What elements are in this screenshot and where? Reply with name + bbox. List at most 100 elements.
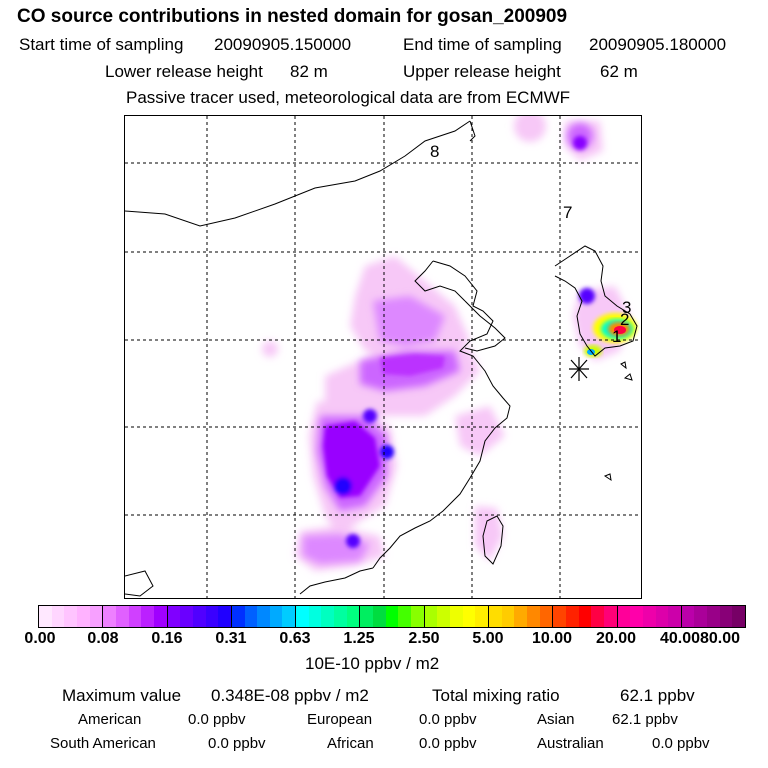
colorbar-segment — [475, 606, 488, 627]
coast-hainan — [125, 570, 154, 597]
colorbar — [38, 605, 746, 628]
coastlines — [125, 120, 638, 597]
colorbar-tick: 20.00 — [595, 630, 637, 647]
colorbar-tick: 0.31 — [215, 630, 247, 647]
page-title: CO source contributions in nested domain… — [17, 6, 568, 27]
purple-central — [380, 354, 445, 376]
upper-height-label: Upper release height — [403, 62, 561, 81]
region-labels: 8 7 3 2 1 — [430, 142, 631, 346]
colorbar-segment — [218, 606, 231, 627]
colorbar-segment — [373, 606, 386, 627]
coast-shandong — [464, 300, 506, 352]
colorbar-segment — [166, 606, 181, 627]
colorbar-segment — [565, 606, 579, 627]
region-label-3: 3 — [622, 298, 631, 317]
colorbar-tick: 40.00 — [659, 630, 701, 647]
coast-china-east — [372, 260, 511, 569]
colorbar-tick: 1.25 — [343, 630, 375, 647]
colorbar-segment — [462, 606, 476, 627]
coast-korea-border — [469, 120, 476, 142]
colorbar-segment — [437, 606, 450, 627]
colorbar-segment — [655, 606, 669, 627]
colorbar-segment — [423, 606, 438, 627]
coast-taiwan — [482, 515, 504, 565]
blue-spot-2 — [380, 445, 394, 459]
region-value: 0.0 ppbv — [208, 735, 266, 752]
colorbar-segment — [707, 606, 720, 627]
colorbar-segment — [501, 606, 515, 627]
coast-korea — [554, 245, 638, 357]
colorbar-segment — [552, 606, 566, 627]
colorbar-segment — [257, 606, 270, 627]
colorbar-segment — [89, 606, 103, 627]
concentration-field-high — [323, 136, 595, 548]
colorbar-segment — [616, 606, 631, 627]
colorbar-segment — [244, 606, 258, 627]
blue-spot-korea — [579, 288, 595, 304]
colorbar-tick: 0.08 — [87, 630, 119, 647]
mid-north — [373, 296, 445, 346]
colorbar-segment — [269, 606, 283, 627]
map-svg: 8 7 3 2 1 — [125, 116, 641, 598]
upper-height-value: 62 m — [600, 62, 638, 81]
region-name: Asian — [537, 711, 575, 728]
coast-north-border — [125, 120, 471, 227]
colorbar-segment — [630, 606, 643, 627]
colorbar-segment — [603, 606, 617, 627]
colorbar-segment — [141, 606, 154, 627]
coast-bohai — [414, 260, 466, 302]
start-time-value: 20090905.150000 — [214, 35, 352, 54]
colorbar-segment — [694, 606, 708, 627]
colorbar-segment — [308, 606, 322, 627]
colorbar-segment — [76, 606, 90, 627]
colorbar-segment — [385, 606, 399, 627]
colorbar-segment — [719, 606, 733, 627]
receptor-marker — [569, 357, 589, 381]
region-name: South American — [50, 735, 156, 752]
colorbar-segment — [230, 606, 245, 627]
colorbar-segment — [411, 606, 424, 627]
tracer-note: Passive tracer used, meteorological data… — [126, 88, 571, 107]
region-label-8: 8 — [430, 142, 439, 161]
purple-spot-northeast — [573, 136, 587, 150]
end-time-label: End time of sampling — [403, 35, 562, 54]
region-name: African — [327, 735, 374, 752]
region-value: 0.0 ppbv — [419, 711, 477, 728]
plume-west-spot — [262, 341, 278, 357]
total-mixing-value: 62.1 ppbv — [620, 686, 695, 705]
lower-height-label: Lower release height — [105, 62, 263, 81]
colorbar-segment — [192, 606, 206, 627]
colorbar-segment — [398, 606, 412, 627]
colorbar-segment — [450, 606, 463, 627]
region-label-1: 1 — [612, 327, 621, 346]
colorbar-segment — [642, 606, 656, 627]
colorbar-segment — [487, 606, 502, 627]
colorbar-segment — [578, 606, 592, 627]
region-label-7: 7 — [563, 203, 572, 222]
region-name: Australian — [537, 735, 604, 752]
max-value-label: Maximum value — [62, 686, 182, 705]
lower-height-value: 82 m — [290, 62, 328, 81]
colorbar-segment — [128, 606, 142, 627]
colorbar-tick: 0.00 — [24, 630, 56, 647]
colorbar-segment — [115, 606, 129, 627]
plume-top-spot — [514, 116, 546, 142]
blue-spot-1 — [334, 477, 352, 495]
region-value: 0.0 ppbv — [419, 735, 477, 752]
region-name: European — [307, 711, 373, 728]
colorbar-segment — [514, 606, 527, 627]
colorbar-segment — [334, 606, 347, 627]
coast-south — [299, 567, 374, 595]
region-name: American — [78, 711, 142, 728]
colorbar-segment — [205, 606, 219, 627]
colorbar-segment — [295, 606, 309, 627]
start-time-label: Start time of sampling — [19, 35, 184, 54]
blue-spot-3 — [363, 409, 377, 423]
plume-taiwan — [475, 506, 503, 561]
end-time-value: 20090905.180000 — [589, 35, 727, 54]
colorbar-segment — [153, 606, 167, 627]
colorbar-segment — [102, 606, 116, 627]
colorbar-tick: 80.00 — [699, 630, 741, 647]
colorbar-tick: 10.00 — [531, 630, 573, 647]
colorbar-segment — [680, 606, 695, 627]
